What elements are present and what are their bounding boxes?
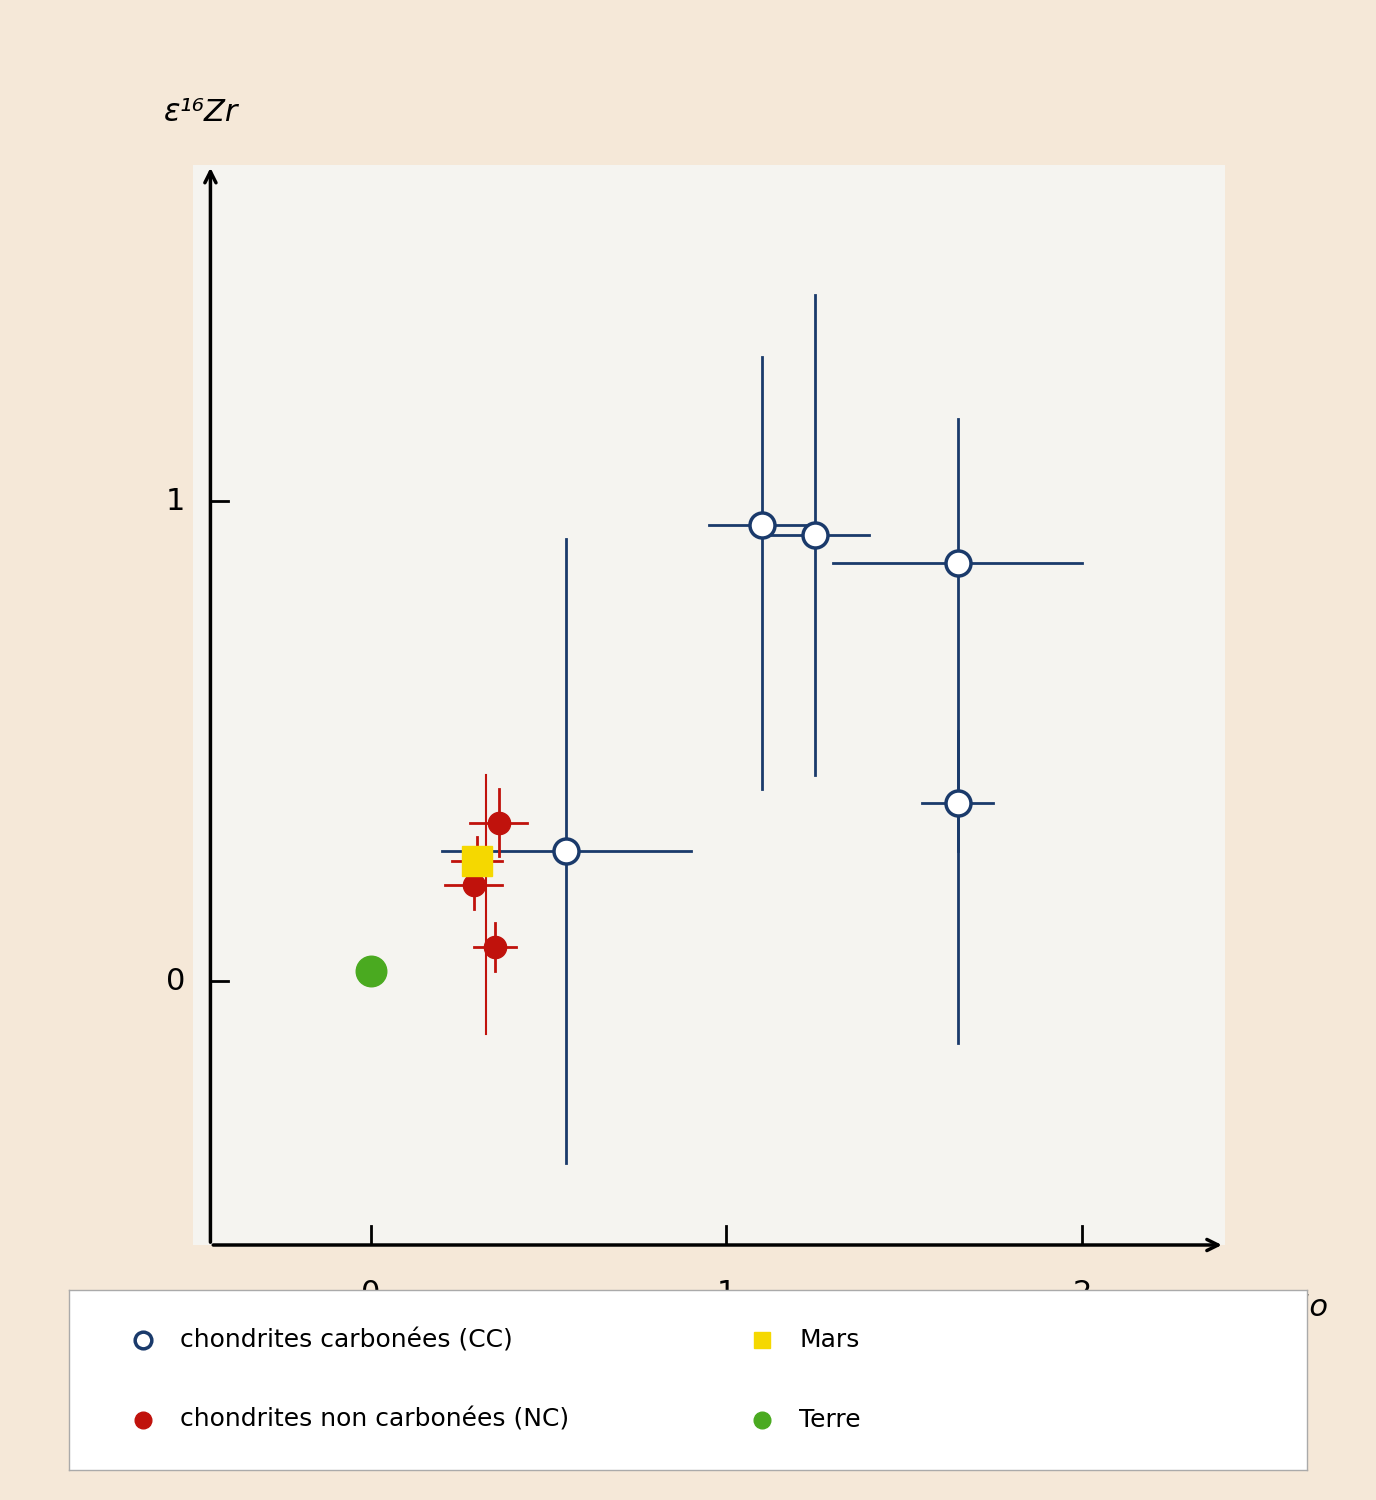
Text: 1: 1 [166,486,186,516]
Text: 2: 2 [1073,1278,1093,1308]
Text: 1: 1 [717,1278,736,1308]
Text: 0: 0 [166,966,186,996]
Text: ε¹⁴Mo: ε¹⁴Mo [1243,1293,1328,1322]
Text: 0: 0 [361,1278,380,1308]
Text: Terre: Terre [799,1407,861,1431]
Text: chondrites non carbonées (NC): chondrites non carbonées (NC) [180,1407,570,1431]
Text: chondrites carbonées (CC): chondrites carbonées (CC) [180,1329,513,1353]
Text: ε¹⁶Zr: ε¹⁶Zr [164,98,238,126]
Text: Mars: Mars [799,1329,860,1353]
